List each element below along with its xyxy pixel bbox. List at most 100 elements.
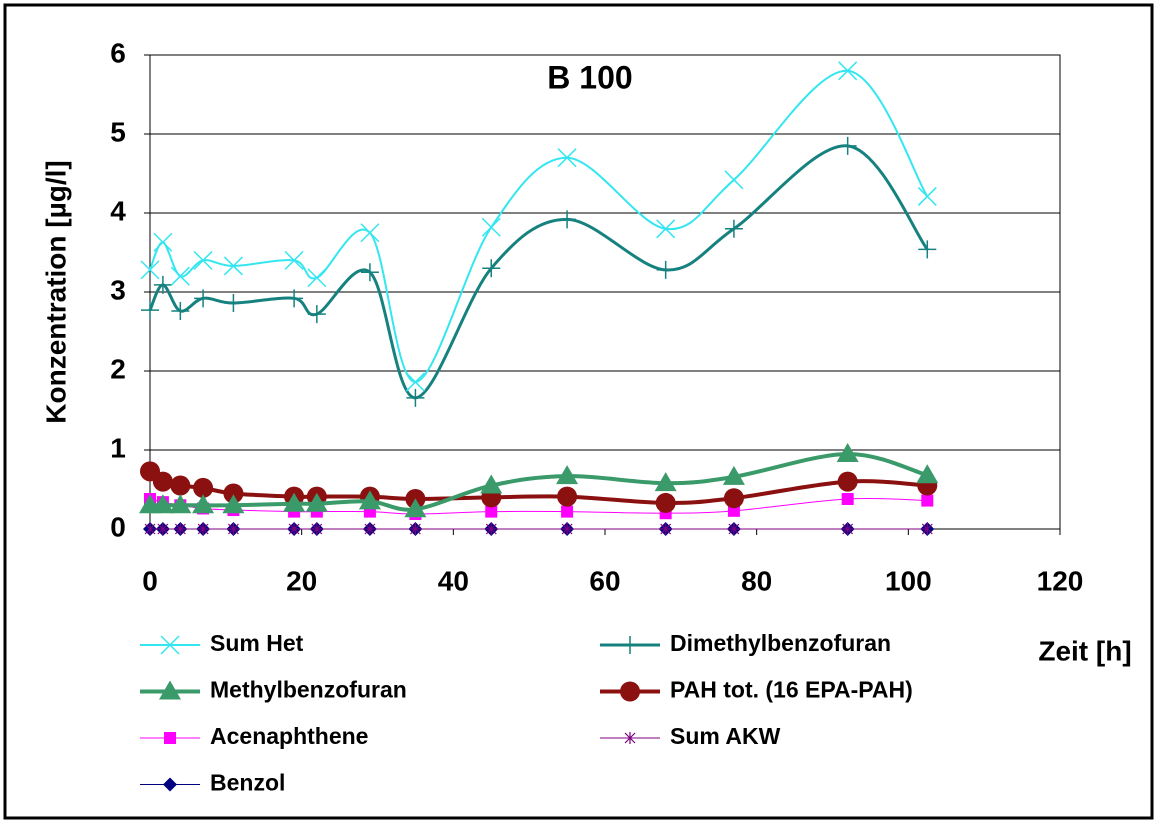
x-tick-label: 40: [438, 565, 469, 596]
x-tick-label: 120: [1037, 565, 1084, 596]
y-tick-label: 5: [110, 116, 126, 147]
data-point: [656, 219, 676, 239]
marker-part: [482, 259, 501, 278]
marker-part: [157, 523, 169, 535]
marker-part: [152, 471, 173, 492]
marker-part: [364, 523, 376, 535]
data-point: [405, 372, 425, 392]
data-point: [192, 494, 215, 514]
marker-part: [283, 492, 306, 512]
data-point: [223, 483, 244, 504]
marker-part: [722, 465, 745, 485]
y-tick-label: 0: [110, 511, 126, 542]
legend-label: Methylbenzofuran: [210, 677, 407, 703]
marker-part: [160, 635, 180, 655]
marker: [624, 732, 636, 744]
marker-part: [163, 777, 177, 792]
marker-part: [836, 442, 859, 462]
data-point: [561, 523, 573, 535]
y-tick-label: 1: [110, 432, 126, 463]
data-point: [170, 266, 190, 286]
data-point: [223, 256, 243, 276]
data-point: [921, 523, 933, 535]
marker-part: [557, 486, 578, 507]
legend-entry: PAH tot. (16 EPA-PAH): [600, 677, 913, 703]
marker: [163, 777, 177, 792]
marker-part: [917, 186, 937, 206]
marker-part: [837, 471, 858, 492]
data-point: [157, 523, 169, 535]
marker-part: [358, 490, 381, 510]
data-point: [836, 442, 859, 462]
data-point: [842, 523, 854, 535]
marker-part: [169, 494, 192, 514]
marker-part: [842, 523, 854, 535]
marker-part: [918, 240, 937, 259]
data-point: [409, 523, 421, 535]
x-tick-label: 60: [589, 565, 620, 596]
marker-part: [481, 217, 501, 237]
data-point: [152, 471, 173, 492]
data-point: [837, 471, 858, 492]
data-point: [404, 498, 427, 518]
marker-part: [724, 219, 743, 238]
data-point: [141, 301, 159, 320]
marker-part: [170, 266, 190, 286]
data-point: [285, 289, 304, 308]
marker-part: [193, 250, 213, 270]
legend-entry: Acenaphthene: [140, 723, 368, 749]
data-point: [723, 488, 744, 509]
data-point: [918, 240, 937, 259]
data-point: [284, 250, 304, 270]
marker-part: [197, 523, 209, 535]
legend-entry: Sum Het: [140, 630, 304, 656]
marker-part: [921, 523, 933, 535]
legend-entry: Sum AKW: [600, 723, 781, 749]
legend-label: Sum Het: [210, 630, 304, 656]
x-tick-label: 80: [741, 565, 772, 596]
data-point: [921, 494, 934, 507]
legend-entry: Methylbenzofuran: [140, 677, 407, 703]
marker-part: [405, 372, 425, 392]
data-point: [485, 505, 498, 518]
data-point: [838, 61, 858, 81]
data-point: [171, 301, 190, 320]
marker: [621, 636, 639, 654]
marker-part: [305, 492, 328, 512]
marker-part: [485, 505, 498, 518]
data-point: [660, 523, 672, 535]
marker-part: [624, 732, 636, 744]
marker-part: [656, 219, 676, 239]
data-point: [561, 505, 574, 518]
marker-part: [159, 680, 181, 700]
marker-part: [227, 523, 239, 535]
data-point: [364, 523, 376, 535]
legend-label: Acenaphthene: [210, 723, 368, 749]
marker-part: [311, 523, 323, 535]
y-tick-label: 6: [110, 37, 126, 68]
data-point: [151, 494, 174, 514]
data-point: [838, 136, 857, 155]
data-point: [140, 260, 160, 280]
data-point: [724, 219, 743, 238]
data-point: [227, 523, 239, 535]
marker-part: [406, 388, 425, 407]
marker: [620, 681, 640, 702]
data-point: [917, 186, 937, 206]
marker-part: [480, 474, 503, 494]
data-point: [481, 217, 501, 237]
marker-part: [404, 498, 427, 518]
data-point: [480, 474, 503, 494]
marker-part: [660, 523, 672, 535]
data-point: [307, 268, 327, 288]
marker-part: [224, 294, 243, 313]
marker: [164, 732, 176, 744]
marker-part: [656, 260, 675, 279]
marker-part: [153, 275, 172, 294]
data-point: [169, 494, 192, 514]
marker-part: [193, 477, 214, 498]
marker-part: [723, 488, 744, 509]
data-point: [916, 464, 939, 484]
data-point: [360, 263, 379, 282]
